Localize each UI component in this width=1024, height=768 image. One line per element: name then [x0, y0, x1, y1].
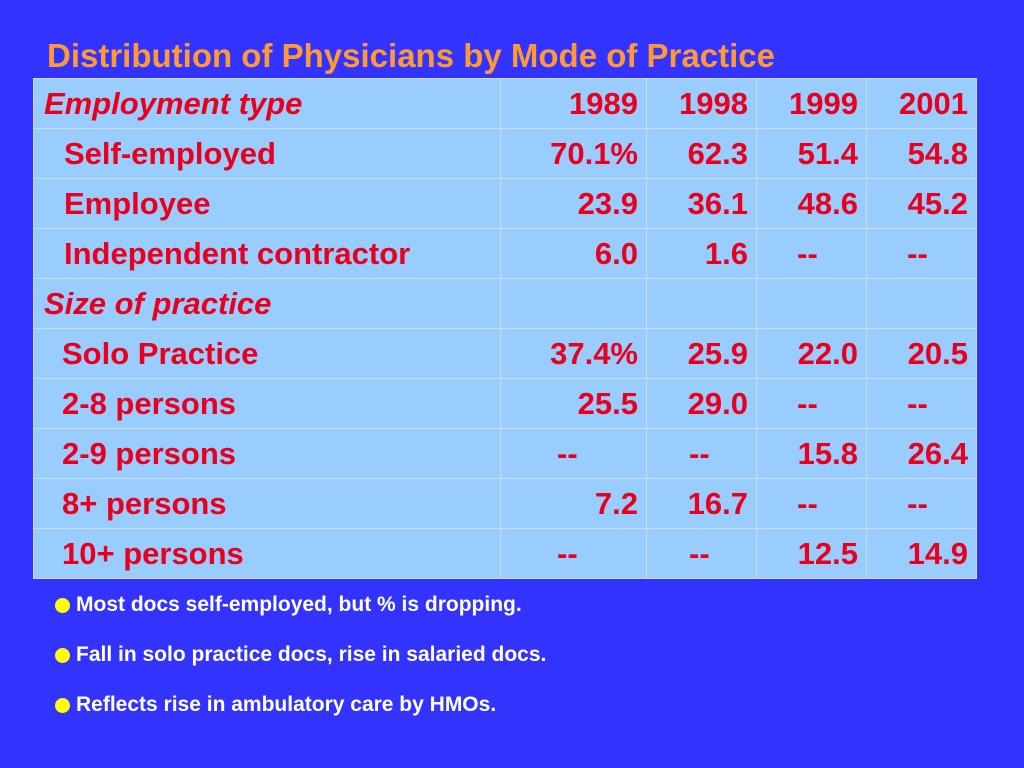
bullet-list: Most docs self-employed, but % is droppi…: [55, 590, 546, 740]
table-cell: 7.2: [500, 478, 647, 529]
bullet-item: Most docs self-employed, but % is droppi…: [55, 590, 546, 640]
table-row: 2-8 persons 25.5 29.0 -- --: [33, 378, 977, 429]
table-cell: 62.3: [646, 128, 757, 179]
table-cell: --: [756, 378, 867, 429]
table-cell: 16.7: [646, 478, 757, 529]
section-header-row: Size of practice: [33, 278, 977, 329]
table-cell: [756, 278, 867, 329]
bullet-dot-icon: [55, 648, 70, 663]
table-cell: 25.9: [646, 328, 757, 379]
table-cell: 22.0: [756, 328, 867, 379]
table-cell: 14.9: [866, 528, 977, 579]
row-label: 10+ persons: [33, 528, 501, 579]
table-row: Solo Practice 37.4% 25.9 22.0 20.5: [33, 328, 977, 379]
table-cell: 23.9: [500, 178, 647, 229]
table-cell: 6.0: [500, 228, 647, 279]
physician-distribution-table: Employment type 1989 1998 1999 2001 Self…: [33, 78, 977, 579]
row-label: Self-employed: [33, 128, 501, 179]
table-cell: --: [756, 478, 867, 529]
table-row: 10+ persons -- -- 12.5 14.9: [33, 528, 977, 579]
table-cell: [646, 278, 757, 329]
header-year: 1999: [756, 78, 867, 129]
bullet-dot-icon: [55, 698, 70, 713]
bullet-dot-icon: [55, 598, 70, 613]
table-header-row: Employment type 1989 1998 1999 2001: [33, 78, 977, 129]
table-cell: 15.8: [756, 428, 867, 479]
table-cell: --: [646, 428, 757, 479]
row-label: 2-8 persons: [33, 378, 501, 429]
header-employment-type: Employment type: [33, 78, 501, 129]
header-year: 2001: [866, 78, 977, 129]
table-cell: [866, 278, 977, 329]
bullet-text: Reflects rise in ambulatory care by HMOs…: [76, 693, 497, 716]
table-row: 8+ persons 7.2 16.7 -- --: [33, 478, 977, 529]
table-cell: [500, 278, 647, 329]
row-label: Solo Practice: [33, 328, 501, 379]
table-row: Employee 23.9 36.1 48.6 45.2: [33, 178, 977, 229]
table-cell: 25.5: [500, 378, 647, 429]
table-cell: 51.4: [756, 128, 867, 179]
header-year: 1998: [646, 78, 757, 129]
table-cell: --: [646, 528, 757, 579]
row-label: 2-9 persons: [33, 428, 501, 479]
table-cell: 54.8: [866, 128, 977, 179]
bullet-text: Fall in solo practice docs, rise in sala…: [76, 643, 547, 666]
table-row: 2-9 persons -- -- 15.8 26.4: [33, 428, 977, 479]
section-size-of-practice: Size of practice: [33, 278, 501, 329]
table-row: Independent contractor 6.0 1.6 -- --: [33, 228, 977, 279]
table-cell: 48.6: [756, 178, 867, 229]
table-cell: 70.1%: [500, 128, 647, 179]
table-cell: --: [500, 528, 647, 579]
row-label: 8+ persons: [33, 478, 501, 529]
bullet-item: Reflects rise in ambulatory care by HMOs…: [55, 690, 546, 740]
slide-title: Distribution of Physicians by Mode of Pr…: [47, 37, 775, 74]
table-cell: --: [866, 228, 977, 279]
bullet-item: Fall in solo practice docs, rise in sala…: [55, 640, 546, 690]
table-cell: 1.6: [646, 228, 757, 279]
table-cell: 45.2: [866, 178, 977, 229]
table-cell: --: [756, 228, 867, 279]
table-cell: 12.5: [756, 528, 867, 579]
table-cell: --: [500, 428, 647, 479]
bullet-text: Most docs self-employed, but % is droppi…: [76, 593, 522, 616]
header-year: 1989: [500, 78, 647, 129]
table-cell: 37.4%: [500, 328, 647, 379]
table-cell: --: [866, 478, 977, 529]
row-label: Employee: [33, 178, 501, 229]
table-cell: 20.5: [866, 328, 977, 379]
table-row: Self-employed 70.1% 62.3 51.4 54.8: [33, 128, 977, 179]
row-label: Independent contractor: [33, 228, 501, 279]
table-cell: 26.4: [866, 428, 977, 479]
table-cell: --: [866, 378, 977, 429]
table-cell: 29.0: [646, 378, 757, 429]
table-cell: 36.1: [646, 178, 757, 229]
